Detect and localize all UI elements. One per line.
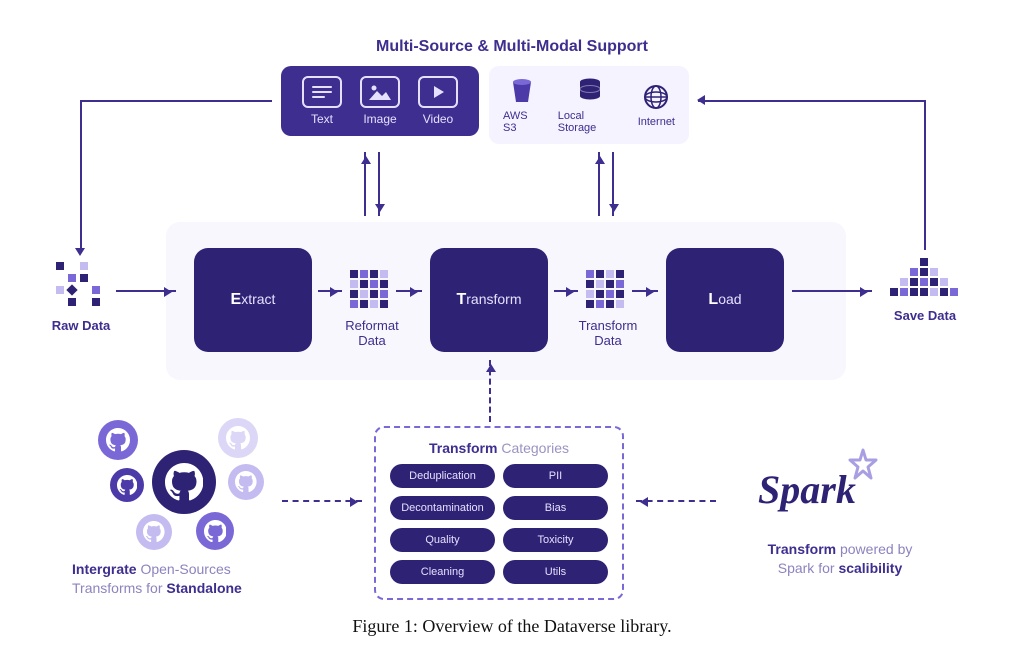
extract-box: Extract bbox=[194, 248, 312, 352]
categories-box: Transform Categories Deduplication PII D… bbox=[374, 426, 624, 600]
modal-video: Video bbox=[418, 76, 458, 126]
bucket-icon bbox=[507, 76, 537, 106]
cat-dedup: Deduplication bbox=[390, 464, 495, 488]
transform-grid-icon bbox=[586, 270, 624, 308]
cat-cleaning: Cleaning bbox=[390, 560, 495, 584]
github-icon-sm6 bbox=[196, 512, 234, 550]
loop-right-arrowhead bbox=[692, 95, 705, 105]
database-icon bbox=[575, 76, 605, 106]
cat-pii: PII bbox=[503, 464, 608, 488]
categories-title: Transform Categories bbox=[390, 440, 608, 456]
cat-utils: Utils bbox=[503, 560, 608, 584]
raw-data-label: Raw Data bbox=[38, 318, 124, 333]
arrow-storage-up bbox=[598, 152, 600, 216]
spark-logo: Spark bbox=[758, 466, 856, 513]
storage-s3-label: AWS S3 bbox=[503, 110, 542, 134]
arrow-transform-to-tdata bbox=[554, 290, 578, 292]
storage-s3: AWS S3 bbox=[503, 76, 542, 134]
modal-image-label: Image bbox=[363, 112, 396, 126]
section-title: Multi-Source & Multi-Modal Support bbox=[0, 38, 1024, 56]
arrow-tdata-to-load bbox=[632, 290, 658, 292]
arrow-load-to-save bbox=[792, 290, 872, 292]
loop-top-right-h bbox=[698, 100, 926, 102]
reformat-grid-icon bbox=[350, 270, 388, 308]
raw-data-icon bbox=[56, 262, 102, 308]
spark-caption: Transform powered by Spark for scalibili… bbox=[740, 540, 940, 578]
arrow-spark-to-cats bbox=[636, 500, 716, 502]
star-icon bbox=[846, 448, 880, 482]
storage-sources-box: AWS S3 Local Storage Internet bbox=[489, 66, 689, 144]
load-label: Load bbox=[708, 291, 741, 309]
reformat-label: ReformatData bbox=[332, 318, 412, 348]
github-icon-sm3 bbox=[110, 468, 144, 502]
loop-left-arrowhead bbox=[75, 248, 85, 261]
github-icon-sm2 bbox=[218, 418, 258, 458]
spark-brand: Spark bbox=[758, 466, 856, 513]
cat-toxicity: Toxicity bbox=[503, 528, 608, 552]
storage-internet-label: Internet bbox=[638, 116, 675, 128]
arrow-reformat-to-transform bbox=[396, 290, 422, 292]
arrow-categories-to-transform bbox=[489, 360, 491, 422]
arrow-modal-up bbox=[364, 152, 366, 216]
github-icon bbox=[152, 450, 216, 514]
modal-video-label: Video bbox=[423, 112, 453, 126]
save-data-label: Save Data bbox=[880, 308, 970, 323]
extract-label: Extract bbox=[231, 291, 276, 309]
open-source-caption: Intergrate Open-Sources Transforms for S… bbox=[72, 560, 292, 598]
arrow-raw-to-extract bbox=[116, 290, 176, 292]
cat-bias: Bias bbox=[503, 496, 608, 520]
storage-local-label: Local Storage bbox=[558, 110, 622, 134]
storage-local: Local Storage bbox=[558, 76, 622, 134]
save-data-icon bbox=[890, 258, 958, 296]
video-icon bbox=[418, 76, 458, 108]
arrow-gh-to-cats bbox=[282, 500, 362, 502]
modal-sources-box: Text Image Video bbox=[281, 66, 479, 136]
loop-top-right-v bbox=[924, 100, 926, 250]
cat-quality: Quality bbox=[390, 528, 495, 552]
arrow-extract-to-reformat bbox=[318, 290, 342, 292]
arrow-storage-down bbox=[612, 152, 614, 216]
github-icon-sm4 bbox=[228, 464, 264, 500]
github-cluster bbox=[88, 412, 288, 562]
transform-data-label: TransformData bbox=[568, 318, 648, 348]
modal-text-label: Text bbox=[311, 112, 333, 126]
loop-top-left-h bbox=[80, 100, 272, 102]
load-box: Load bbox=[666, 248, 784, 352]
cat-decon: Decontamination bbox=[390, 496, 495, 520]
figure-caption: Figure 1: Overview of the Dataverse libr… bbox=[0, 616, 1024, 637]
arrow-modal-down bbox=[378, 152, 380, 216]
storage-internet: Internet bbox=[638, 82, 675, 128]
modal-image: Image bbox=[360, 76, 400, 126]
loop-top-left-v bbox=[80, 100, 82, 250]
globe-icon bbox=[641, 82, 671, 112]
github-icon-sm5 bbox=[136, 514, 172, 550]
text-icon bbox=[302, 76, 342, 108]
github-icon-sm1 bbox=[98, 420, 138, 460]
transform-label: Transform bbox=[456, 291, 521, 309]
modal-text: Text bbox=[302, 76, 342, 126]
image-icon bbox=[360, 76, 400, 108]
transform-box: Transform bbox=[430, 248, 548, 352]
